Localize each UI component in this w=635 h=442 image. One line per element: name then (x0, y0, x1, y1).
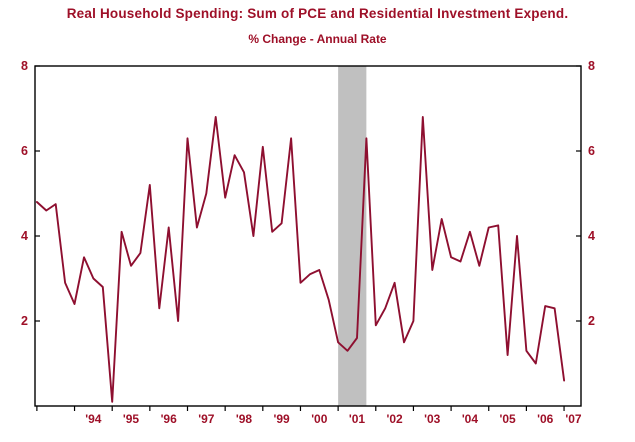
x-axis-label: '96 (161, 412, 178, 426)
chart-title: Real Household Spending: Sum of PCE and … (66, 6, 569, 21)
y-axis-label-right: 2 (588, 314, 595, 328)
x-axis-label: '06 (537, 412, 554, 426)
x-axis-label: '94 (85, 412, 102, 426)
x-axis-label: '98 (236, 412, 253, 426)
y-axis-label-left: 6 (21, 144, 28, 158)
x-axis-label: '07 (565, 412, 582, 426)
x-axis-label: '00 (311, 412, 328, 426)
x-axis-label: '03 (424, 412, 441, 426)
y-axis-label-left: 4 (21, 229, 28, 243)
x-axis-label: '05 (499, 412, 516, 426)
y-axis-label-right: 4 (588, 229, 595, 243)
y-axis-label-right: 6 (588, 144, 595, 158)
y-axis-label-right: 8 (588, 59, 595, 73)
x-axis-label: '99 (274, 412, 291, 426)
x-axis-label: '95 (123, 412, 140, 426)
chart-subtitle: % Change - Annual Rate (248, 32, 387, 46)
x-axis-label: '04 (462, 412, 479, 426)
spending-line (35, 116, 566, 403)
y-axis-label-left: 8 (21, 59, 28, 73)
chart-canvas: '94 '95 '96 '97 '98 '99 '00 '01 '02 '03 '04 '05 '06 '… (21, 59, 595, 426)
x-axis-label: '97 (198, 412, 215, 426)
x-axis-label: '02 (387, 412, 404, 426)
x-axis-label: '01 (349, 412, 366, 426)
y-axis-label-left: 2 (21, 314, 28, 328)
